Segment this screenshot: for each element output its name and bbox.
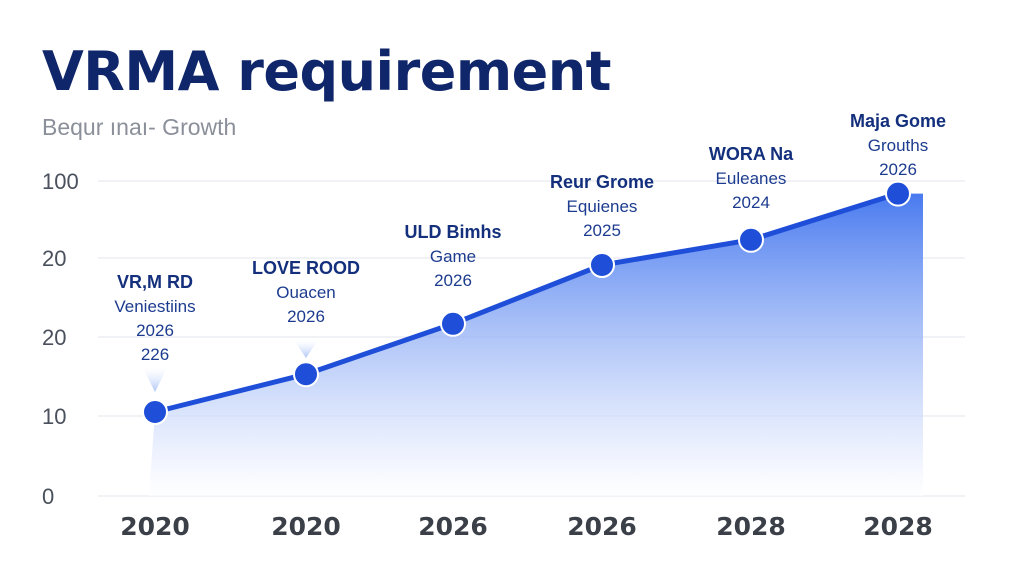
annotation-line: LOVE ROOD [252,258,360,278]
x-tick-label: 2026 [567,512,637,541]
annotation-line: Maja Gome [850,111,946,131]
y-tick-label: 0 [42,484,54,509]
annotation-line: Veniestiins [114,297,195,316]
area-fill [149,193,923,496]
data-point [440,310,466,337]
x-tick-label: 2028 [716,512,786,541]
chart-title: VRMA requirement [42,40,611,103]
data-point [293,361,319,388]
x-tick-label: 2026 [418,512,488,541]
series-line [152,191,901,415]
annotation-line: 2026 [287,307,325,326]
data-point [738,226,764,253]
annotation-pointer [294,340,318,358]
y-tick-label: 20 [42,246,66,271]
point-annotation: ULD Bimhs Game 2026 [404,222,501,290]
y-tick-label: 100 [42,169,79,194]
annotation-pointer [143,368,167,392]
data-point [589,252,615,278]
point-annotation: WORA Na Euleanes 2024 [709,144,794,212]
data-point [885,180,911,207]
annotation-line: 2024 [732,193,770,212]
x-tick-label: 2020 [120,512,190,541]
point-annotation: Reur Grome Equienes 2025 [550,172,654,240]
y-tick-label: 20 [42,325,66,350]
annotation-line: 2026 [136,321,174,340]
annotation-line: Grouths [868,136,928,155]
point-annotation: LOVE ROOD Ouacen 2026 [252,258,360,326]
annotation-line: ULD Bimhs [404,222,501,242]
annotation-line: 2026 [879,160,917,179]
annotation-line: 226 [141,345,169,364]
annotation-line: 2026 [434,271,472,290]
annotation-line: Equienes [567,197,638,216]
y-tick-label: 10 [42,404,66,429]
point-annotation: Maja Gome Grouths 2026 [850,111,946,179]
data-point [142,399,168,425]
x-tick-label: 2020 [271,512,341,541]
annotation-line: VR,M RD [117,272,193,292]
annotation-line: Euleanes [716,169,787,188]
annotation-line: Ouacen [276,283,336,302]
annotation-line: 2025 [583,221,621,240]
annotation-line: Reur Grome [550,172,654,192]
annotation-line: Game [430,247,476,266]
x-tick-label: 2028 [863,512,933,541]
chart-subtitle: Bequr ınaı- Growth [42,114,237,140]
annotation-line: WORA Na [709,144,794,164]
point-annotation: VR,M RD Veniestiins 2026 226 [114,272,195,364]
